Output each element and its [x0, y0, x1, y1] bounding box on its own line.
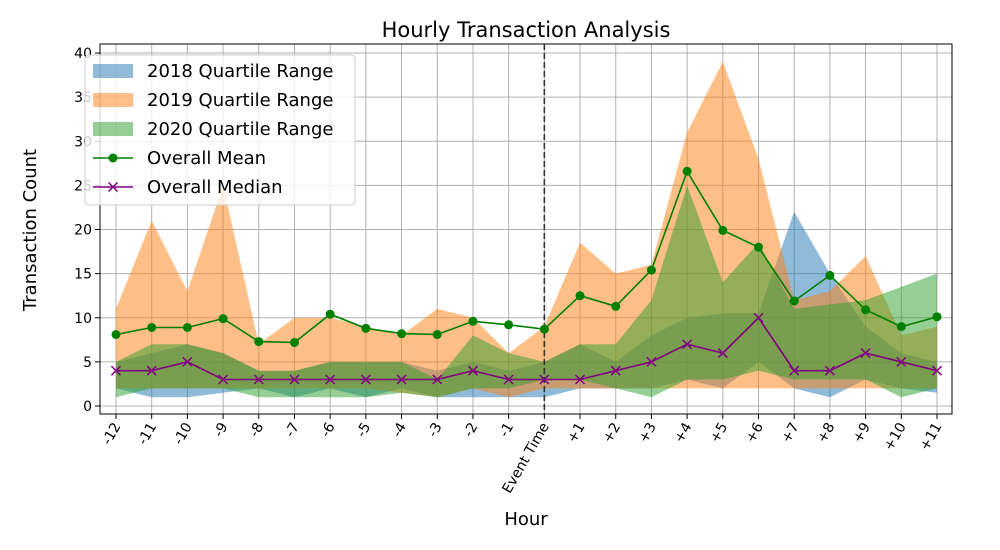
legend-marker: [108, 153, 118, 163]
chart-title: Hourly Transaction Analysis: [382, 18, 671, 42]
x-tick-label: -6: [318, 420, 339, 440]
median-point: [610, 365, 621, 376]
x-tick-label: +10: [881, 420, 910, 454]
x-tick-label: +9: [850, 420, 874, 446]
mean-point: [861, 305, 871, 315]
median-point: [360, 374, 371, 385]
legend-label: Overall Median: [147, 177, 283, 198]
x-tick-label: -8: [246, 420, 267, 440]
median-point: [467, 365, 478, 376]
x-tick-label: -11: [135, 420, 160, 448]
median-point: [396, 374, 407, 385]
median-point: [824, 365, 835, 376]
x-tick-label: -1: [496, 420, 517, 440]
y-tick-label: 15: [74, 267, 92, 283]
legend-marker: [107, 181, 119, 193]
mean-point: [682, 166, 692, 176]
mean-point: [539, 324, 549, 334]
median-point: [146, 365, 157, 376]
mean-point: [754, 242, 764, 252]
x-tick-label: -12: [99, 420, 124, 448]
x-tick-label: +4: [671, 420, 695, 446]
median-point: [182, 356, 193, 367]
mean-point: [432, 330, 442, 340]
legend-swatch: [93, 122, 133, 136]
median-point: [503, 374, 514, 385]
x-tick-label: -2: [461, 420, 482, 440]
x-tick-label: +7: [779, 420, 803, 446]
y-tick-label: 20: [74, 223, 92, 239]
median-point: [539, 374, 550, 385]
legend-label: 2019 Quartile Range: [147, 90, 333, 111]
x-tick-label: +3: [636, 420, 660, 446]
mean-point: [932, 312, 942, 322]
median-point: [575, 374, 586, 385]
x-tick-label: +5: [707, 420, 731, 446]
legend-label: Overall Mean: [147, 148, 266, 169]
x-tick-label: +11: [917, 420, 946, 454]
x-tick-label: +6: [743, 420, 767, 446]
median-point: [896, 356, 907, 367]
mean-point: [325, 309, 335, 319]
x-tick-label: -4: [389, 420, 410, 440]
median-point: [218, 374, 229, 385]
y-axis-title: Transaction Count: [20, 149, 41, 312]
series-line-1: [116, 316, 938, 381]
series-line-0: [115, 169, 938, 344]
y-tick-label: 0: [83, 399, 92, 415]
median-point: [753, 312, 764, 323]
mean-point: [111, 330, 121, 340]
median-point: [289, 374, 300, 385]
mean-point: [361, 323, 371, 333]
median-point: [646, 356, 657, 367]
mean-point: [468, 316, 478, 326]
legend-label: 2018 Quartile Range: [147, 61, 333, 82]
mean-point: [218, 314, 228, 324]
median-point: [253, 374, 264, 385]
x-axis-title: Hour: [504, 509, 548, 530]
mean-point: [718, 225, 728, 235]
mean-point: [147, 322, 157, 332]
y-tick-label: 10: [74, 311, 92, 327]
mean-point: [575, 291, 585, 301]
median-point: [325, 374, 336, 385]
x-tick-label: -9: [211, 420, 232, 440]
x-tick-label: -10: [171, 420, 196, 448]
median-point: [432, 374, 443, 385]
y-tick-label: 5: [83, 355, 92, 371]
x-tick-label: -5: [353, 420, 374, 440]
median-point: [931, 365, 943, 376]
mean-point: [254, 337, 264, 347]
median-point: [110, 365, 122, 376]
mean-point: [504, 320, 514, 330]
mean-point: [289, 337, 299, 347]
mean-point: [611, 301, 621, 311]
mean-point: [896, 322, 906, 332]
legend-label: 2020 Quartile Range: [147, 119, 333, 140]
mean-point: [397, 329, 407, 339]
legend-swatch: [93, 93, 133, 107]
x-tick-label: +2: [600, 420, 624, 446]
median-point: [860, 348, 871, 359]
x-tick-label: +1: [564, 420, 588, 446]
mean-point: [789, 296, 799, 306]
x-tick-label: -3: [425, 420, 446, 440]
x-tick-label: +8: [814, 420, 838, 446]
x-tick-label: -7: [282, 420, 303, 440]
median-point: [789, 365, 800, 376]
median-point: [717, 348, 728, 359]
mean-point: [825, 270, 835, 280]
legend-swatch: [93, 64, 133, 78]
mean-point: [182, 322, 192, 332]
mean-point: [646, 265, 656, 275]
legend-box: [84, 54, 356, 206]
median-point: [682, 339, 693, 350]
